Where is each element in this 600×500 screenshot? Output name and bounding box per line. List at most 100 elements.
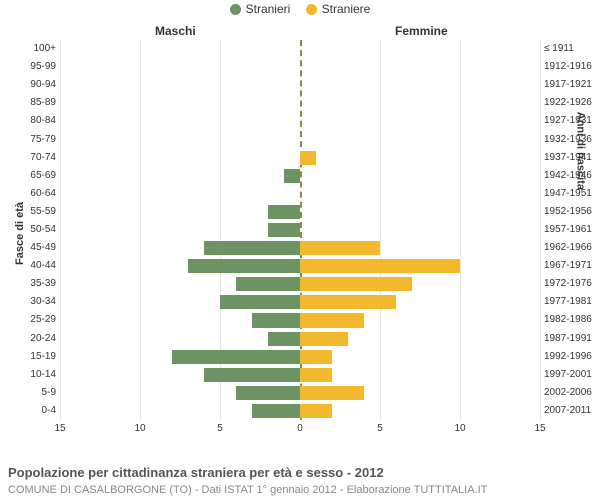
age-label: 95-99: [6, 61, 56, 72]
birth-label: 1972-1976: [544, 278, 600, 289]
age-label: 65-69: [6, 170, 56, 181]
birth-label: 1962-1966: [544, 242, 600, 253]
bar-male: [188, 259, 300, 273]
age-row: [60, 402, 540, 420]
plot-area: [60, 40, 540, 420]
bar-female: [300, 404, 332, 418]
birth-label: 1927-1931: [544, 115, 600, 126]
age-row: [60, 257, 540, 275]
age-label: 20-24: [6, 333, 56, 344]
footer-title: Popolazione per cittadinanza straniera p…: [8, 465, 384, 480]
bar-female: [300, 151, 316, 165]
birth-label: ≤ 1911: [544, 43, 600, 54]
age-row: [60, 58, 540, 76]
age-row: [60, 40, 540, 58]
age-label: 35-39: [6, 278, 56, 289]
bar-male: [268, 223, 300, 237]
age-label: 25-29: [6, 314, 56, 325]
bar-male: [204, 368, 300, 382]
birth-label: 1952-1956: [544, 206, 600, 217]
bar-female: [300, 368, 332, 382]
age-row: [60, 330, 540, 348]
footer-subtitle: COMUNE DI CASALBORGONE (TO) - Dati ISTAT…: [8, 484, 487, 496]
age-row: [60, 203, 540, 221]
birth-label: 1937-1941: [544, 152, 600, 163]
age-label: 40-44: [6, 260, 56, 271]
grid-line: [540, 40, 541, 420]
birth-label: 1917-1921: [544, 79, 600, 90]
birth-label: 1987-1991: [544, 333, 600, 344]
age-label: 70-74: [6, 152, 56, 163]
x-tick: 15: [54, 423, 65, 434]
population-pyramid-chart: Stranieri Straniere Maschi Femmine Fasce…: [0, 0, 600, 500]
bar-female: [300, 259, 460, 273]
birth-label: 1942-1946: [544, 170, 600, 181]
age-label: 90-94: [6, 79, 56, 90]
birth-label: 1922-1926: [544, 97, 600, 108]
age-label: 75-79: [6, 134, 56, 145]
bar-male: [252, 313, 300, 327]
age-row: [60, 94, 540, 112]
x-tick: 5: [217, 423, 223, 434]
bar-female: [300, 277, 412, 291]
bar-male: [236, 386, 300, 400]
birth-label: 1982-1986: [544, 314, 600, 325]
bar-female: [300, 386, 364, 400]
age-label: 30-34: [6, 296, 56, 307]
age-label: 55-59: [6, 206, 56, 217]
age-row: [60, 311, 540, 329]
birth-label: 1932-1936: [544, 134, 600, 145]
birth-label: 1912-1916: [544, 61, 600, 72]
legend-label-female: Straniere: [322, 2, 371, 16]
bar-female: [300, 332, 348, 346]
age-label: 5-9: [6, 387, 56, 398]
age-row: [60, 275, 540, 293]
x-tick: 10: [134, 423, 145, 434]
bar-male: [172, 350, 300, 364]
legend-swatch-female: [306, 4, 317, 15]
birth-label: 1967-1971: [544, 260, 600, 271]
legend-label-male: Stranieri: [246, 2, 291, 16]
legend: Stranieri Straniere: [0, 2, 600, 18]
legend-item-female: Straniere: [306, 2, 371, 16]
x-tick: 5: [377, 423, 383, 434]
age-row: [60, 185, 540, 203]
age-label: 80-84: [6, 115, 56, 126]
age-row: [60, 149, 540, 167]
age-row: [60, 366, 540, 384]
bar-female: [300, 241, 380, 255]
age-label: 100+: [6, 43, 56, 54]
birth-label: 1947-1951: [544, 188, 600, 199]
age-row: [60, 221, 540, 239]
bar-male: [220, 295, 300, 309]
age-label: 85-89: [6, 97, 56, 108]
bar-male: [268, 205, 300, 219]
birth-label: 2002-2006: [544, 387, 600, 398]
bar-male: [252, 404, 300, 418]
birth-label: 1977-1981: [544, 296, 600, 307]
header-female: Femmine: [395, 24, 448, 38]
bar-female: [300, 313, 364, 327]
bar-male: [236, 277, 300, 291]
bar-female: [300, 295, 396, 309]
age-row: [60, 167, 540, 185]
age-label: 50-54: [6, 224, 56, 235]
bar-male: [204, 241, 300, 255]
age-row: [60, 130, 540, 148]
legend-item-male: Stranieri: [230, 2, 291, 16]
bar-male: [268, 332, 300, 346]
age-row: [60, 76, 540, 94]
age-row: [60, 293, 540, 311]
birth-label: 1992-1996: [544, 351, 600, 362]
birth-label: 2007-2011: [544, 405, 600, 416]
bar-male: [284, 169, 300, 183]
age-label: 0-4: [6, 405, 56, 416]
age-row: [60, 348, 540, 366]
header-male: Maschi: [155, 24, 196, 38]
age-label: 60-64: [6, 188, 56, 199]
x-tick: 10: [454, 423, 465, 434]
age-row: [60, 384, 540, 402]
bar-female: [300, 350, 332, 364]
legend-swatch-male: [230, 4, 241, 15]
age-label: 45-49: [6, 242, 56, 253]
